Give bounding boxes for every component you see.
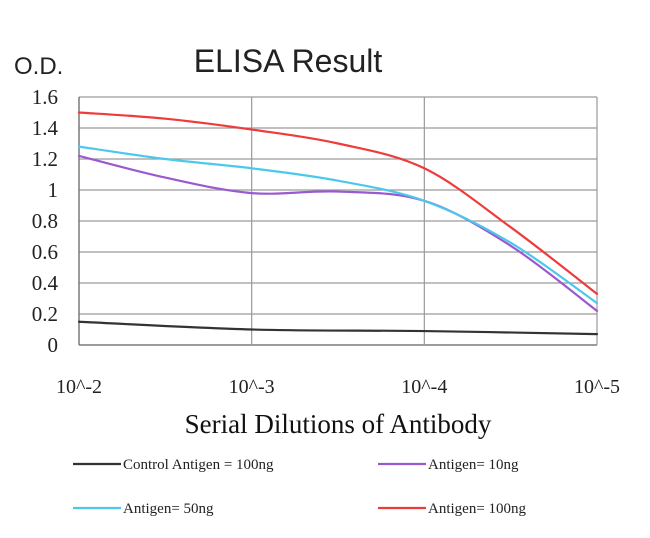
x-axis-label: Serial Dilutions of Antibody (185, 409, 492, 439)
y-ticks: 0 0.2 0.4 0.6 0.8 1 1.2 1.4 1.6 (32, 85, 59, 357)
grid (78, 96, 598, 346)
y-tick-label: 0.2 (32, 302, 58, 326)
series-line-2 (77, 145, 599, 305)
x-tick-label: 10^-2 (56, 376, 102, 398)
y-tick-label: 0 (48, 333, 59, 357)
y-axis-label: O.D. (14, 53, 63, 80)
x-tick-label: 10^-3 (229, 376, 275, 398)
legend-label-2: Antigen= 50ng (123, 501, 214, 517)
legend-label-1: Antigen= 10ng (428, 457, 519, 473)
y-tick-label: 0.8 (32, 209, 58, 233)
x-ticks: 10^-2 10^-3 10^-4 10^-5 (56, 376, 620, 398)
series-line-3 (77, 111, 599, 295)
chart-title: ELISA Result (194, 43, 383, 79)
y-tick-label: 1.2 (32, 147, 58, 171)
x-tick-label: 10^-5 (574, 376, 620, 398)
series-line-1 (77, 154, 599, 312)
y-tick-label: 0.4 (32, 271, 59, 295)
legend-label-0: Control Antigen = 100ng (123, 457, 274, 473)
y-tick-label: 0.6 (32, 240, 58, 264)
series-line-0 (77, 320, 599, 336)
legend-label-3: Antigen= 100ng (428, 501, 527, 517)
series-lines (77, 111, 599, 336)
x-tick-label: 10^-4 (401, 376, 447, 398)
y-tick-label: 1.4 (32, 116, 59, 140)
legend: Control Antigen = 100ng Antigen= 10ng Anti… (73, 457, 527, 517)
y-tick-label: 1.6 (32, 85, 58, 109)
y-tick-label: 1 (48, 178, 59, 202)
